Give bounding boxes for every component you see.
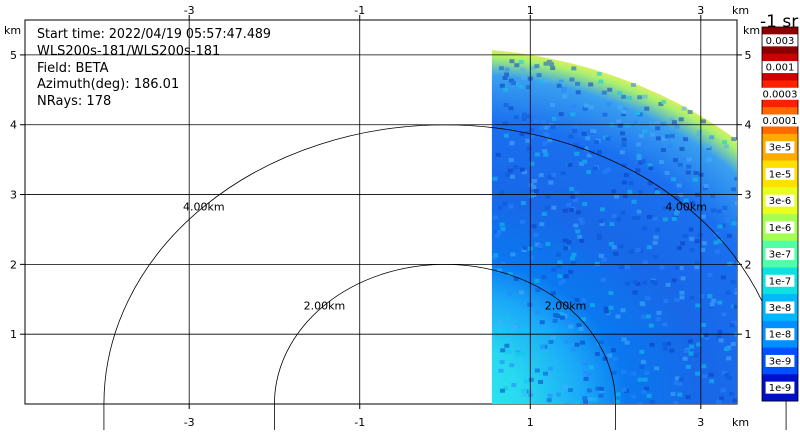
x-tick-label: 3 — [697, 416, 704, 429]
colorbar-label-box — [765, 301, 795, 314]
colorbar-label-box — [765, 248, 795, 261]
km-unit-bottom-right: km — [732, 416, 749, 429]
range-ring-label: 4.00km — [665, 201, 707, 214]
beta-speckle — [492, 59, 737, 404]
colorbar-label-box — [765, 141, 795, 154]
colorbar-frame — [761, 26, 799, 402]
colorbar-label-box — [765, 328, 795, 341]
range-ring — [103, 124, 787, 405]
colorbar-label: 1e-8 — [769, 330, 792, 341]
range-rings: 2.00km 2.00km 4.00km 4.00km — [103, 124, 787, 430]
colorbar-label: 3e-7 — [769, 250, 792, 261]
y-tick-label: 2 — [745, 258, 752, 271]
y-tick-label: 2 — [10, 258, 17, 271]
km-unit-top-right: km — [732, 4, 749, 17]
y-tick-label: 4 — [745, 119, 752, 132]
colorbar-label-box — [759, 114, 800, 127]
colorbar-label: 0.001 — [766, 63, 795, 74]
colorbar-label: 3e-5 — [769, 143, 792, 154]
start-time-text: Start time: 2022/04/19 05:57:47.489 — [37, 27, 271, 42]
range-ring-label: 2.00km — [304, 299, 346, 312]
colorbar-label-box — [765, 221, 795, 234]
x-tick-label: 1 — [527, 416, 534, 429]
colorbar-label-box — [765, 194, 795, 207]
range-ring-label: 4.00km — [183, 201, 225, 214]
instrument-text: WLS200s-181/WLS200s-181 — [37, 44, 220, 59]
colorbar-label-box — [759, 87, 800, 100]
x-tick-label: 1 — [527, 4, 534, 17]
x-tick-label: 3 — [697, 4, 704, 17]
colorbar-label: 1e-9 — [769, 383, 792, 394]
colorbar-label: 3e-6 — [769, 196, 792, 207]
azimuth-text: Azimuth(deg): 186.01 — [37, 77, 179, 92]
colorbar-label: 3e-9 — [769, 356, 792, 367]
colorbar-label-box — [765, 354, 795, 367]
y-tick-label: 3 — [745, 189, 752, 202]
km-unit-top-left: km — [4, 24, 21, 37]
y-tick-label: 1 — [10, 328, 17, 341]
km-unit-right-axis: km — [743, 24, 760, 37]
x-tick-label: -1 — [354, 416, 365, 429]
y-tick-label: 5 — [745, 49, 752, 62]
colorbar-label: 0.0003 — [763, 89, 798, 100]
x-tick-label: -3 — [184, 416, 195, 429]
colorbar: -1 sr 0.0030.0010.00030.00013e-51e-53e-6… — [759, 12, 800, 402]
y-tick-label: 4 — [10, 119, 17, 132]
info-panel: Start time: 2022/04/19 05:57:47.489 WLS2… — [37, 27, 271, 109]
colorbar-label-box — [765, 167, 795, 180]
y-tick-label: 3 — [10, 189, 17, 202]
axis-ticks: -3 -3 -1 -1 1 1 3 3 1 1 2 2 3 3 4 4 5 5 — [10, 4, 752, 429]
colorbar-label-box — [765, 381, 795, 394]
colorbar-label: 0.0001 — [763, 116, 798, 127]
colorbar-label: 1e-7 — [769, 276, 792, 287]
nrays-text: NRays: 178 — [37, 94, 111, 109]
range-ring-label: 2.00km — [545, 299, 587, 312]
field-text: Field: BETA — [37, 61, 109, 76]
colorbar-label: 1e-6 — [769, 223, 792, 234]
x-tick-label: -3 — [184, 4, 195, 17]
colorbar-label-box — [762, 34, 798, 47]
colorbar-label: 1e-5 — [769, 169, 792, 180]
colorbar-label-box — [765, 274, 795, 287]
colorbar-label: 0.003 — [766, 36, 795, 47]
range-ring — [274, 263, 616, 405]
colorbar-label-box — [762, 61, 798, 74]
grid-lines — [25, 20, 737, 404]
x-tick-label: -1 — [354, 4, 365, 17]
y-tick-label: 1 — [745, 328, 752, 341]
y-tick-label: 5 — [10, 49, 17, 62]
beta-field-sector — [491, 50, 737, 404]
colorbar-label: 3e-8 — [769, 303, 792, 314]
